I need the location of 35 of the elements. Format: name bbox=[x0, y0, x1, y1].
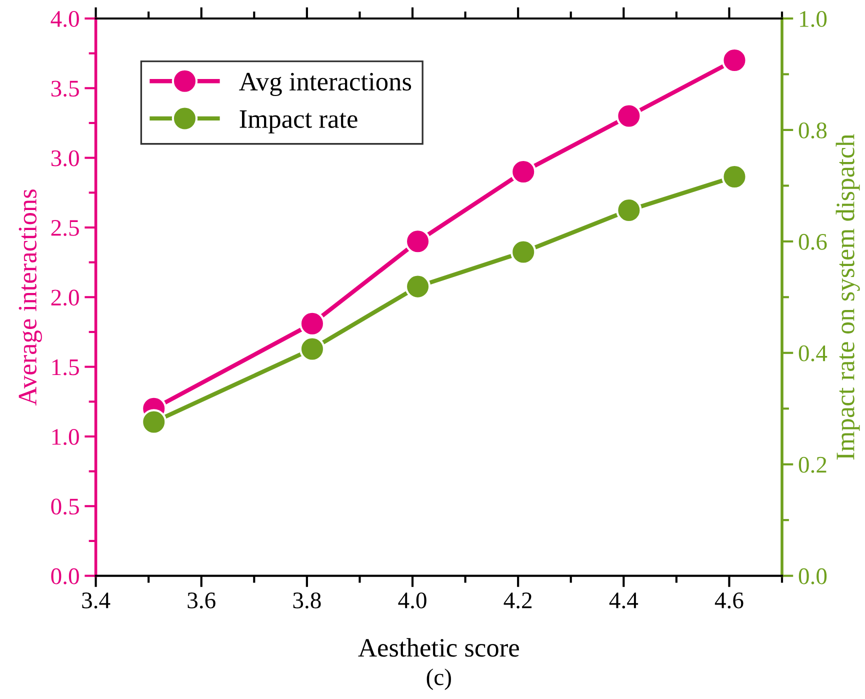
point bbox=[404, 228, 431, 254]
y-tick-label: 0.0 bbox=[51, 568, 79, 584]
x-tick-label: 4.6 bbox=[714, 592, 744, 608]
y2-tick-label: 0.0 bbox=[798, 568, 827, 584]
y-tick-label: 0.5 bbox=[51, 498, 79, 515]
y-tick-label: 2.0 bbox=[51, 290, 79, 306]
point bbox=[299, 336, 326, 362]
y-tick-label: 1.0 bbox=[52, 428, 79, 446]
x-tick-label: 3.6 bbox=[188, 592, 216, 608]
y-tick-label: 3.0 bbox=[51, 150, 79, 166]
y2-tick-label: 0.8 bbox=[798, 122, 827, 138]
point bbox=[510, 239, 536, 265]
x-tick-label: 3.8 bbox=[293, 592, 321, 608]
y2-axis-title: Impact rate on system dispatch bbox=[836, 134, 860, 460]
y2-tick-label: 0.4 bbox=[798, 345, 828, 362]
y2-tick-label: 0.6 bbox=[798, 234, 827, 250]
y-tick-label: 2.5 bbox=[51, 220, 79, 236]
x-tick-label: 4.4 bbox=[609, 592, 638, 608]
point bbox=[404, 274, 431, 300]
y-tick-label: 3.5 bbox=[51, 80, 79, 97]
point bbox=[141, 409, 167, 435]
x-tick-label: 4.0 bbox=[398, 592, 426, 608]
x-tick-label: 3.4 bbox=[82, 592, 110, 608]
y-axis-title: Average interactions bbox=[18, 190, 42, 406]
legend-label: Impact rate bbox=[240, 110, 358, 134]
point bbox=[616, 103, 642, 129]
y2-tick-label: 0.2 bbox=[798, 456, 826, 473]
y2-tick-label: 1.0 bbox=[800, 10, 827, 28]
x-axis-title: Aesthetic score bbox=[358, 638, 519, 657]
x-tick-label: 4.2 bbox=[504, 592, 532, 608]
y-tick-label: 1.5 bbox=[52, 359, 79, 376]
point bbox=[299, 310, 326, 336]
y-tick-label: 4.0 bbox=[50, 10, 79, 28]
text: (c) bbox=[426, 668, 451, 690]
legend-label: Avg interactions bbox=[239, 72, 412, 96]
